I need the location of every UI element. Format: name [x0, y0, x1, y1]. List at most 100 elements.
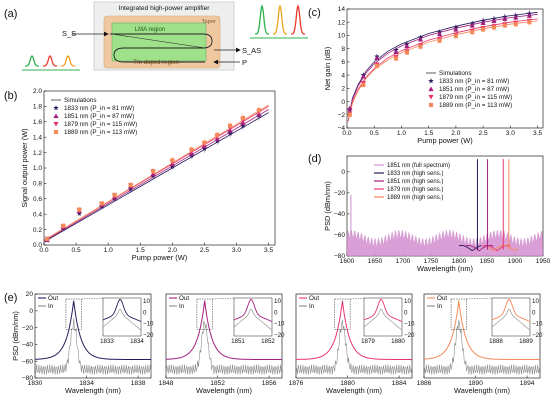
c-ytick-label: 6 — [341, 59, 345, 66]
c-xtick-label: 2.0 — [451, 130, 460, 137]
e4-output-trace — [423, 300, 540, 360]
c-xtick-label: 0.0 — [342, 130, 351, 137]
e2-xtick-label: 1848 — [159, 380, 174, 387]
b-data-point — [45, 236, 50, 241]
e3-xtick-label: 1884 — [392, 380, 407, 387]
c-data-point — [393, 56, 399, 61]
c-xtick-label: 0.5 — [370, 130, 379, 137]
panel-e-label: (e) — [4, 292, 17, 304]
e2-inset-ytick-label: 10 — [274, 298, 281, 305]
e1-inset-output-trace — [102, 299, 142, 322]
b-xtick-label: 3.0 — [232, 247, 241, 254]
e1-ytick-label: −20 — [22, 325, 34, 332]
b-data-point — [99, 201, 104, 206]
c-data-point — [491, 18, 497, 23]
d-full-spectrum — [346, 229, 544, 257]
c-xtick-label: 2.5 — [479, 130, 488, 137]
e4-input-trace — [423, 320, 541, 375]
e1-inset-ytick-label: 0 — [143, 309, 147, 316]
d-ylabel: PSD (dBm/nm) — [323, 181, 332, 231]
taper-label: Taper — [201, 19, 216, 25]
e3-inset-ytick-label: −20 — [404, 332, 415, 339]
e4-inset-ytick-label: −20 — [532, 332, 543, 339]
c-data-point — [502, 23, 507, 28]
d-xtick-label: 1600 — [340, 258, 355, 265]
c-ytick-label: −2 — [337, 112, 345, 119]
waveguide-spiral — [110, 33, 213, 63]
e3-inset-xtick-label: 1879 — [361, 338, 375, 345]
b-ytick-label: 2.0 — [33, 88, 42, 95]
c-data-point — [526, 13, 532, 18]
b-xlabel: Pump power (W) — [132, 253, 187, 262]
e3-frame — [295, 293, 413, 379]
e4-inset-xtick-label: 1888 — [489, 338, 503, 345]
e2-inset-ytick-label: −20 — [274, 332, 285, 339]
c-data-point — [469, 22, 475, 28]
panel-d-label: (d) — [308, 153, 321, 165]
panel-b-label: (b) — [4, 90, 17, 102]
b-ylabel: Signal output power (W) — [20, 128, 29, 207]
e4-inset-ytick-label: −10 — [532, 321, 543, 328]
c-frame — [346, 8, 544, 129]
panel-a-label: (a) — [4, 8, 17, 20]
e4-xlabel: Wavelength (nm) — [454, 386, 510, 395]
e3-inset-ytick-label: 10 — [404, 298, 411, 305]
d-xtick-label: 1650 — [368, 258, 383, 265]
c-data-point — [361, 82, 366, 88]
d-legend-entry: 1833 nm (high sens.) — [387, 171, 443, 177]
b-legend-marker — [53, 129, 59, 135]
c-xtick-label: 1.5 — [424, 130, 433, 137]
e2-inset-xtick-label: 1851 — [231, 338, 245, 345]
c-legend-marker — [428, 78, 434, 84]
e1-ytick-label: 0 — [29, 308, 33, 315]
e2-output-trace — [165, 300, 282, 360]
d-ytick-label: −60 — [334, 232, 346, 239]
e1-output-trace — [34, 300, 151, 360]
b-legend-marker — [53, 121, 59, 127]
output-pulses — [250, 4, 308, 39]
sas-label: S_AS — [242, 46, 261, 55]
c-ytick-label: 4 — [341, 72, 345, 79]
e3-input-trace — [295, 319, 413, 375]
e1-xtick-label: 1834 — [79, 380, 94, 387]
d-legend-entry: 1851 nm (high sens.) — [387, 179, 443, 185]
c-xlabel: Pump power (W) — [417, 136, 472, 145]
e4-inset-input-trace — [491, 309, 531, 331]
e4-xtick-label: 1890 — [468, 380, 483, 387]
e1-legend-out: Out — [48, 295, 58, 302]
c-xtick-label: 1.0 — [397, 130, 406, 137]
c-data-point — [360, 73, 366, 79]
e2-inset-xtick-label: 1852 — [261, 338, 275, 345]
input-pulse — [61, 55, 75, 67]
c-data-point — [347, 105, 353, 111]
input-pulses — [22, 55, 80, 71]
c-data-point — [436, 31, 443, 37]
b-legend-title: Simulations — [64, 97, 97, 104]
e2-input-trace — [165, 320, 283, 375]
c-ytick-label: 2 — [341, 86, 345, 93]
b-ytick-label: 0.8 — [33, 181, 42, 188]
d-ytick-label: −80 — [334, 253, 346, 260]
d-xtick-label: 1850 — [480, 258, 495, 265]
b-xtick-label: 1.0 — [104, 247, 113, 254]
b-data-point — [170, 158, 175, 163]
e2-xtick-label: 1852 — [210, 380, 225, 387]
c-data-point — [527, 20, 532, 25]
c-data-point — [374, 55, 380, 61]
d-xtick-label: 1800 — [452, 258, 467, 265]
b-legend-entry: 1833 nm (P_in = 81 mW) — [64, 105, 134, 112]
d-xlabel: Wavelength (nm) — [417, 264, 473, 273]
d-ytick-label: −40 — [334, 211, 346, 218]
e1-ylabel: PSD (dBm/nm) — [11, 311, 20, 361]
output-pulse — [291, 4, 305, 35]
e3-output-trace — [296, 300, 412, 360]
e2-legend-in: In — [179, 303, 185, 310]
output-pulse — [273, 4, 287, 35]
c-sim-line — [347, 18, 538, 122]
e4-inset-ytick-label: 10 — [532, 298, 539, 305]
c-ytick-label: 8 — [341, 46, 345, 53]
c-data-point — [404, 43, 410, 49]
b-data-point — [189, 147, 194, 152]
e3-xtick-label: 1880 — [340, 380, 355, 387]
e1-inset-ytick-label: −10 — [143, 321, 154, 328]
